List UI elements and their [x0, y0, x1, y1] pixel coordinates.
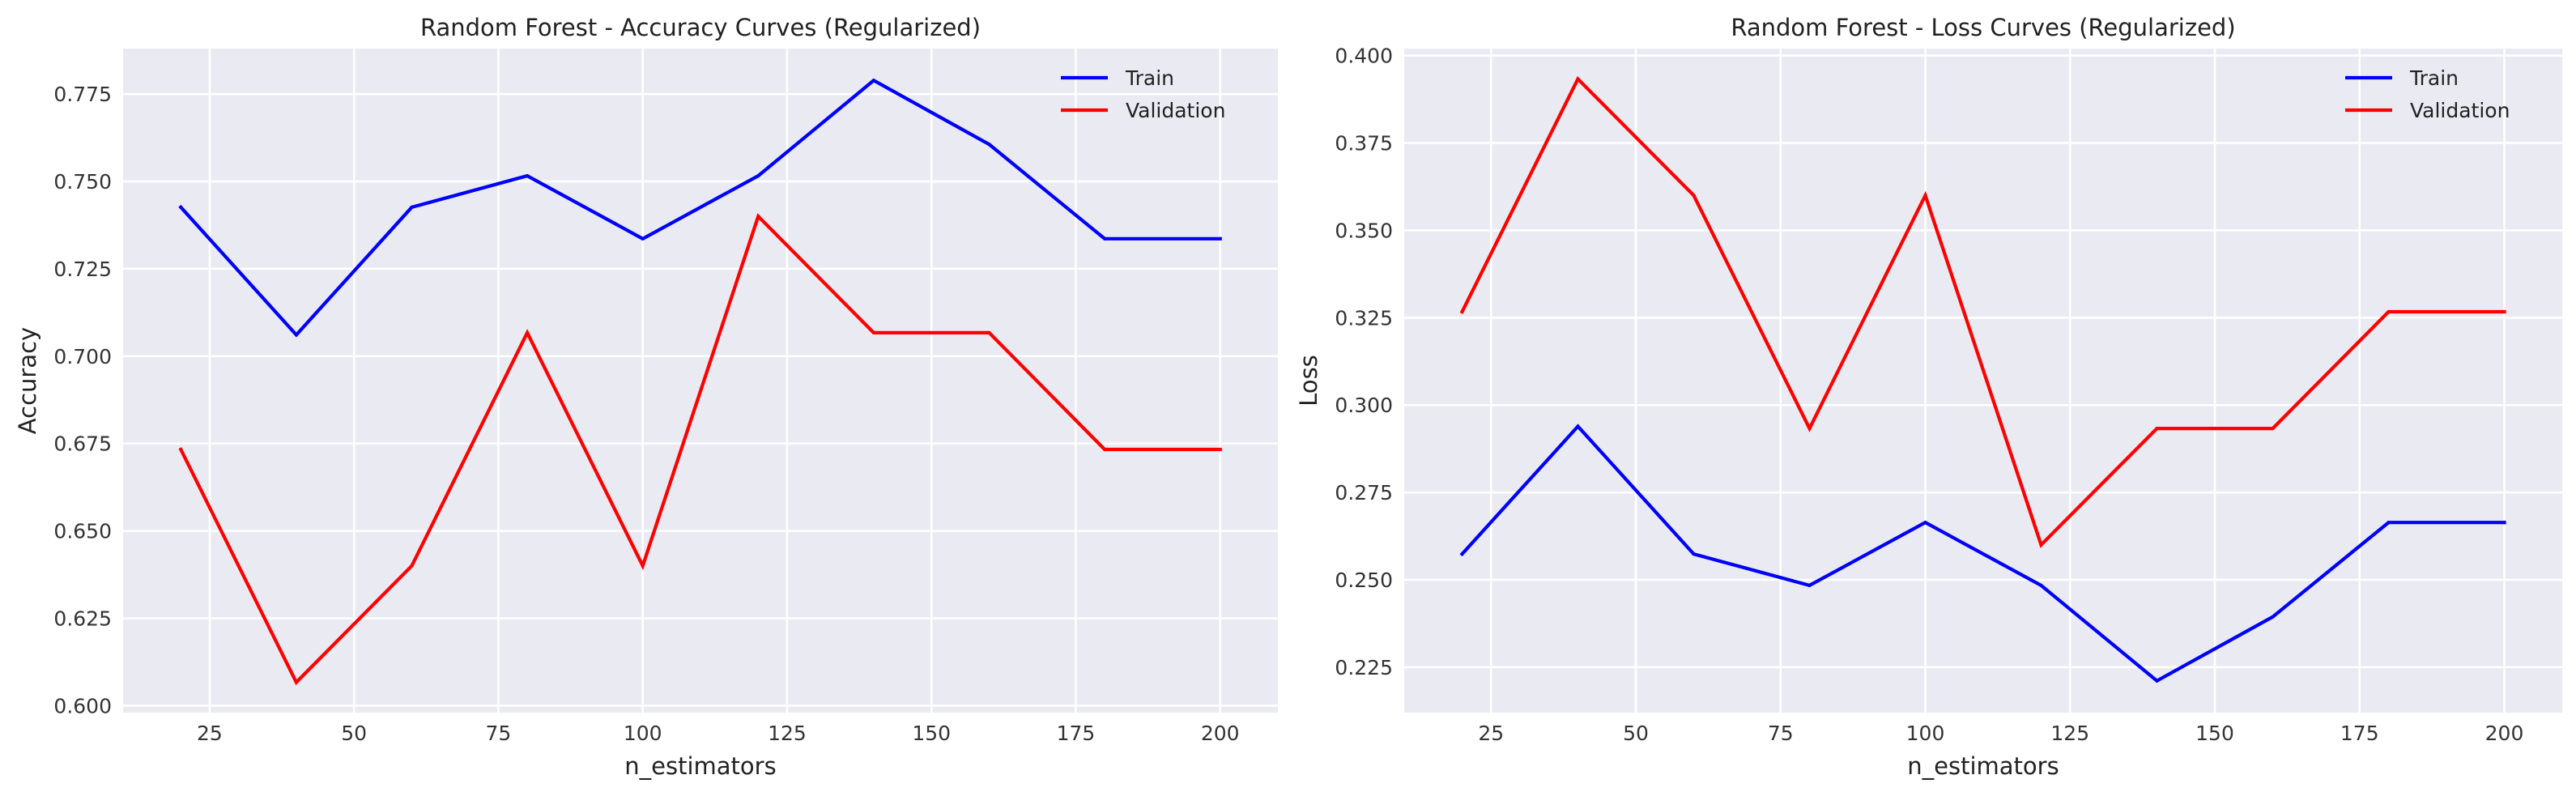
accuracy-chart-panel: 25 50 75 100 125 150 175 200 0.600 0.625 0.650 0.67…	[14, 14, 1278, 780]
loss-x-tick-label: 50	[1623, 722, 1649, 745]
loss-train-data-point	[2271, 615, 2275, 619]
accuracy-x-tick-label: 50	[341, 722, 367, 745]
loss-y-tick-label: 0.350	[1335, 219, 1393, 242]
accuracy-validation-series-line	[178, 213, 1222, 686]
loss-y-tick-label: 0.400	[1335, 45, 1393, 68]
loss-train-data-point	[1460, 551, 1464, 556]
accuracy-train-data-point	[294, 333, 298, 337]
accuracy-y-tick-label: 0.625	[53, 607, 112, 630]
loss-train-data-point	[1807, 583, 1812, 588]
accuracy-train-data-point	[179, 205, 183, 210]
loss-y-tick-label: 0.375	[1335, 132, 1393, 155]
accuracy-x-tick-label: 75	[486, 722, 512, 745]
loss-train-data-point	[1576, 424, 1580, 428]
accuracy-validation-data-point	[756, 215, 760, 219]
loss-y-tick-label: 0.300	[1335, 394, 1393, 417]
loss-legend-train-label: Train	[2409, 66, 2459, 90]
accuracy-train-data-point	[1103, 236, 1107, 241]
accuracy-validation-data-point	[641, 564, 645, 568]
accuracy-train-data-point	[641, 236, 645, 241]
accuracy-train-data-point	[1218, 236, 1222, 241]
accuracy-y-tick-label: 0.675	[53, 432, 112, 456]
loss-train-data-point	[2502, 521, 2506, 525]
loss-validation-data-point	[1692, 194, 1696, 198]
loss-train-data-point	[1923, 521, 1927, 525]
accuracy-validation-data-point	[1103, 447, 1107, 452]
loss-validation-data-point	[1807, 427, 1812, 431]
loss-validation-data-point	[1576, 77, 1580, 81]
accuracy-train-series-line	[178, 78, 1222, 338]
loss-train-data-point	[2155, 679, 2159, 683]
loss-x-tick-label: 200	[2485, 722, 2524, 745]
accuracy-y-tick-label: 0.700	[53, 345, 112, 368]
accuracy-y-axis-label: Accuracy	[14, 327, 41, 434]
accuracy-x-tick-label: 175	[1057, 722, 1096, 745]
loss-validation-data-point	[2387, 309, 2391, 314]
accuracy-validation-data-point	[410, 564, 414, 568]
loss-validation-data-point	[2039, 543, 2043, 547]
loss-train-data-point	[2039, 583, 2043, 588]
accuracy-y-tick-label: 0.725	[53, 258, 112, 281]
loss-chart-title: Random Forest - Loss Curves (Regularized…	[1731, 14, 2235, 41]
accuracy-y-tick-label: 0.775	[53, 83, 112, 106]
accuracy-legend-validation-label: Validation	[1126, 99, 1225, 122]
loss-validation-data-point	[1460, 309, 1464, 314]
accuracy-validation-data-point	[987, 330, 991, 334]
loss-x-tick-label: 150	[2195, 722, 2234, 745]
accuracy-train-data-point	[756, 173, 760, 178]
accuracy-validation-data-point	[526, 330, 530, 334]
accuracy-legend-train-label: Train	[1125, 66, 1174, 90]
accuracy-x-tick-label: 150	[912, 722, 951, 745]
accuracy-y-tick-label: 0.600	[53, 694, 112, 717]
accuracy-x-tick-label: 125	[768, 722, 807, 745]
accuracy-train-data-point	[871, 79, 875, 83]
accuracy-chart-title: Random Forest - Accuracy Curves (Regular…	[420, 14, 981, 41]
accuracy-x-tick-label: 100	[624, 722, 662, 745]
loss-y-tick-label: 0.325	[1335, 306, 1393, 330]
loss-x-tick-label: 175	[2340, 722, 2379, 745]
loss-y-axis-label: Loss	[1295, 355, 1322, 407]
loss-y-tick-label: 0.225	[1335, 656, 1393, 679]
loss-y-tick-label: 0.275	[1335, 481, 1393, 505]
loss-train-data-point	[1692, 551, 1696, 556]
loss-validation-data-point	[1923, 194, 1927, 198]
loss-plot-area	[1404, 49, 2562, 713]
loss-validation-data-point	[2271, 427, 2275, 431]
loss-x-tick-label: 125	[2050, 722, 2089, 745]
accuracy-validation-data-point	[179, 447, 183, 452]
accuracy-x-tick-label: 200	[1201, 722, 1240, 745]
loss-validation-data-point	[2502, 309, 2506, 314]
loss-legend-validation-label: Validation	[2410, 99, 2510, 122]
accuracy-train-data-point	[410, 205, 414, 210]
accuracy-x-axis-label: n_estimators	[624, 752, 776, 780]
loss-x-tick-label: 100	[1906, 722, 1945, 745]
loss-x-tick-label: 75	[1768, 722, 1794, 745]
accuracy-y-tick-label: 0.650	[53, 520, 112, 543]
accuracy-train-data-point	[526, 173, 530, 178]
accuracy-validation-data-point	[1218, 447, 1222, 452]
accuracy-validation-data-point	[294, 680, 298, 684]
loss-x-tick-label: 25	[1478, 722, 1504, 745]
loss-validation-data-point	[2155, 427, 2159, 431]
accuracy-y-tick-label: 0.750	[53, 170, 112, 194]
accuracy-x-tick-label: 25	[197, 722, 223, 745]
loss-chart-panel: 25 50 75 100 125 150 175 200 0.225 0.250 0.275 0.30…	[1295, 14, 2562, 780]
loss-validation-series-line	[1459, 75, 2506, 548]
loss-train-series-line	[1459, 424, 2506, 683]
accuracy-validation-data-point	[871, 330, 875, 334]
loss-y-tick-label: 0.250	[1335, 568, 1393, 592]
loss-train-data-point	[2387, 521, 2391, 525]
loss-x-axis-label: n_estimators	[1907, 752, 2059, 780]
accuracy-plot-area	[123, 49, 1278, 713]
accuracy-train-data-point	[987, 143, 991, 147]
